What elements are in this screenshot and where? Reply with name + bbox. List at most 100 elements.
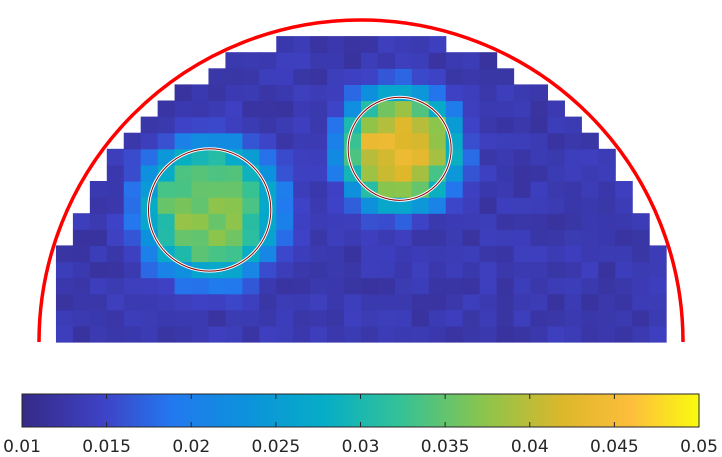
heatmap-cell bbox=[479, 52, 498, 69]
heatmap-cell bbox=[547, 197, 565, 214]
heatmap-cell bbox=[411, 261, 430, 279]
heatmap-cell bbox=[361, 309, 379, 327]
heatmap-cell bbox=[344, 52, 362, 69]
heatmap-cell bbox=[225, 325, 243, 343]
heatmap-cell bbox=[411, 325, 430, 343]
heatmap-cell bbox=[191, 181, 210, 198]
inclusion-ring-right bbox=[347, 96, 452, 201]
heatmap-cell bbox=[513, 181, 532, 198]
heatmap-cell bbox=[276, 164, 294, 182]
heatmap-cell bbox=[140, 261, 159, 279]
heatmap-cell bbox=[344, 181, 362, 198]
colorbar-tick-label: 0.02 bbox=[172, 437, 210, 457]
heatmap-cell bbox=[479, 245, 498, 263]
heatmap-cell bbox=[496, 229, 515, 246]
heatmap-cell bbox=[259, 100, 277, 118]
heatmap-cell bbox=[208, 309, 227, 327]
heatmap-cell bbox=[89, 261, 108, 279]
heatmap-cell bbox=[632, 277, 650, 295]
heatmap-cell bbox=[530, 293, 549, 311]
heatmap-cell bbox=[445, 261, 464, 279]
heatmap-cell bbox=[276, 245, 294, 263]
heatmap-cell bbox=[445, 116, 464, 134]
heatmap-cell bbox=[428, 229, 447, 246]
colorbar-tick-label: 0.01 bbox=[3, 437, 41, 457]
heatmap-cell bbox=[530, 325, 549, 343]
heatmap-cell bbox=[123, 293, 142, 311]
heatmap-cell bbox=[513, 197, 532, 214]
heatmap-cell bbox=[174, 132, 193, 150]
heatmap-cell bbox=[411, 52, 430, 69]
heatmap-cell bbox=[191, 116, 210, 134]
heatmap-cell bbox=[208, 84, 227, 102]
heatmap-cell bbox=[225, 309, 243, 327]
heatmap-cell bbox=[208, 68, 227, 85]
heatmap-cell bbox=[174, 100, 193, 118]
heatmap-cell bbox=[530, 148, 549, 166]
heatmap-cell bbox=[157, 261, 176, 279]
inclusion-ring-left bbox=[147, 148, 272, 272]
heatmap-cell bbox=[293, 52, 311, 69]
heatmap-cell bbox=[293, 325, 311, 343]
heatmap-cell bbox=[445, 100, 464, 118]
heatmap-cells bbox=[55, 36, 667, 343]
heatmap-cell bbox=[55, 261, 74, 279]
heatmap-cell bbox=[513, 293, 532, 311]
heatmap-cell bbox=[327, 68, 345, 85]
heatmap-cell bbox=[208, 148, 227, 166]
heatmap-cell bbox=[394, 277, 413, 295]
heatmap-cell bbox=[615, 245, 633, 263]
heatmap-cell bbox=[649, 309, 667, 327]
heatmap-cell bbox=[462, 68, 481, 85]
heatmap-cell bbox=[581, 229, 599, 246]
heatmap-cell bbox=[394, 36, 413, 53]
colorbar-tick-label: 0.04 bbox=[511, 437, 549, 457]
heatmap-cell bbox=[276, 309, 294, 327]
heatmap-cell bbox=[191, 84, 210, 102]
heatmap-cell bbox=[530, 245, 549, 263]
heatmap-cell bbox=[310, 325, 328, 343]
heatmap-cell bbox=[208, 293, 227, 311]
heatmap-cell bbox=[89, 293, 108, 311]
heatmap-cell bbox=[479, 132, 498, 150]
heatmap-cell bbox=[598, 229, 616, 246]
heatmap-cell bbox=[293, 213, 311, 230]
heatmap-cell bbox=[428, 277, 447, 295]
heatmap-cell bbox=[174, 293, 193, 311]
heatmap-cell bbox=[140, 277, 159, 295]
heatmap-cell bbox=[428, 36, 447, 53]
heatmap-cell bbox=[394, 68, 413, 85]
heatmap-cell bbox=[547, 164, 565, 182]
heatmap-cell bbox=[462, 84, 481, 102]
heatmap-cell bbox=[174, 325, 193, 343]
heatmap-cell bbox=[581, 213, 599, 230]
heatmap-cell bbox=[225, 261, 243, 279]
heatmap-cell bbox=[361, 293, 379, 311]
heatmap-cell bbox=[428, 68, 447, 85]
heatmap-cell bbox=[564, 213, 582, 230]
heatmap-cell bbox=[496, 148, 515, 166]
colorbar-tick-label: 0.025 bbox=[252, 437, 301, 457]
heatmap-cell bbox=[411, 277, 430, 295]
heatmap-cell bbox=[564, 293, 582, 311]
heatmap-cell bbox=[242, 293, 260, 311]
heatmap-cell bbox=[445, 229, 464, 246]
heatmap-cell bbox=[496, 309, 515, 327]
heatmap-cell bbox=[327, 245, 345, 263]
heatmap-cell bbox=[293, 100, 311, 118]
heatmap-cell bbox=[564, 132, 582, 150]
heatmap-cell bbox=[55, 245, 74, 263]
heatmap-cell bbox=[89, 309, 108, 327]
heatmap-cell bbox=[208, 164, 227, 182]
heatmap-cell bbox=[259, 164, 277, 182]
heatmap-cell bbox=[106, 309, 125, 327]
heatmap-cell bbox=[649, 245, 667, 263]
heatmap-cell bbox=[581, 325, 599, 343]
heatmap-cell bbox=[259, 309, 277, 327]
heatmap-cell bbox=[89, 197, 108, 214]
heatmap-cell bbox=[191, 148, 210, 166]
heatmap-cell bbox=[394, 245, 413, 263]
heatmap-cell bbox=[513, 148, 532, 166]
heatmap-cell bbox=[208, 181, 227, 198]
heatmap-cell bbox=[225, 245, 243, 263]
